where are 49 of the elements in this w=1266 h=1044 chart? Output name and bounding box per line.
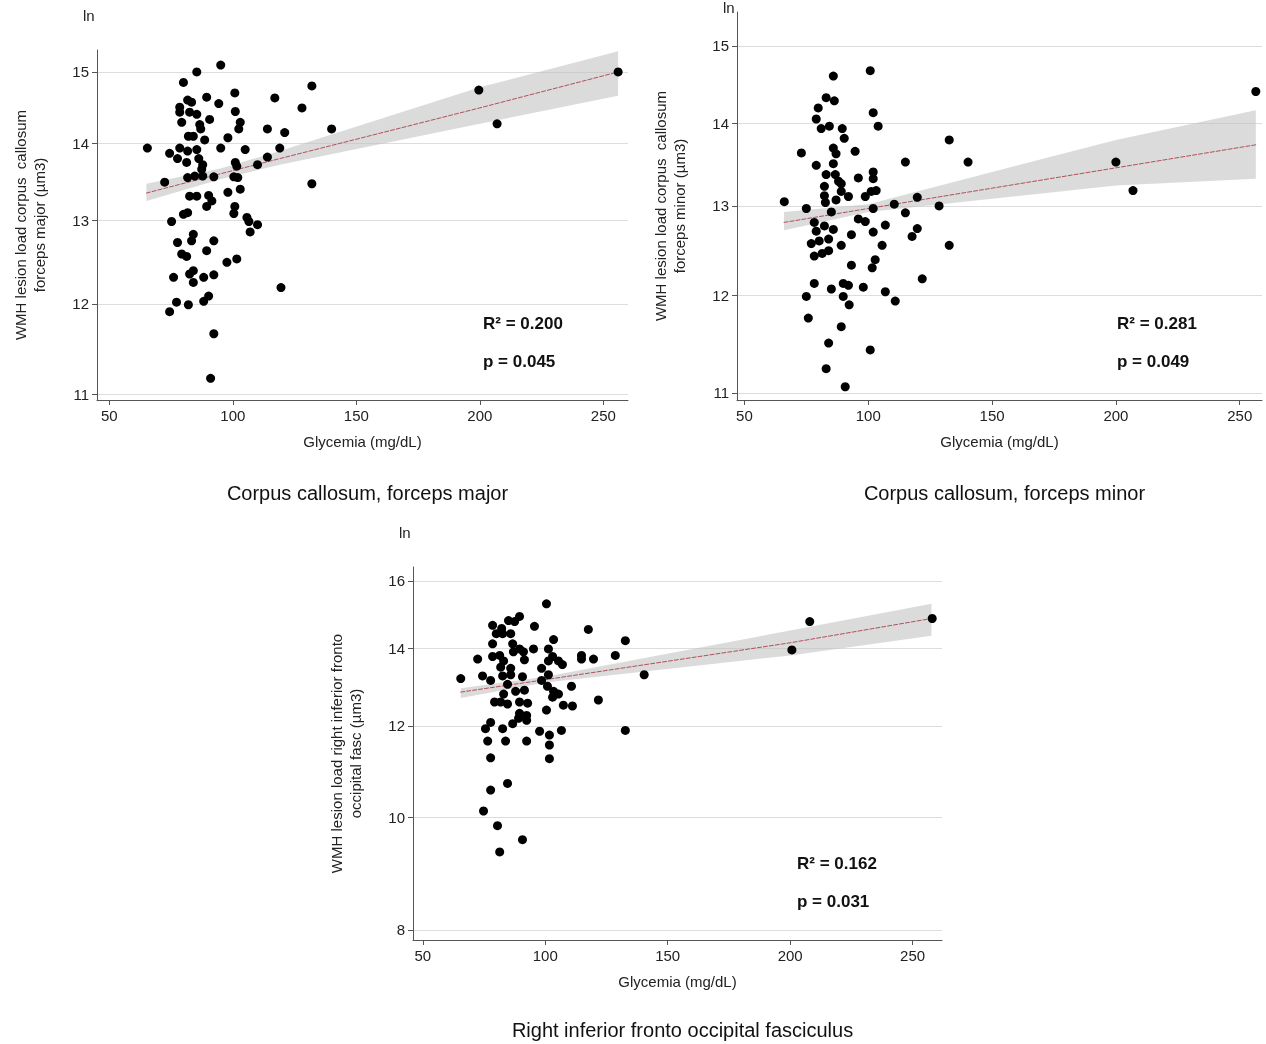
y-tick-label: 11 bbox=[713, 384, 729, 402]
annotation: R² = 0.281 bbox=[1117, 314, 1197, 333]
y-tick-label: 11 bbox=[73, 385, 89, 403]
x-tick-label: 200 bbox=[1103, 407, 1129, 424]
y-tick-label: 12 bbox=[712, 286, 729, 304]
x-tick-label: 50 bbox=[736, 407, 753, 424]
y-axis-title: WMH lesion load corpus callosum forceps minor (µm3) bbox=[652, 90, 688, 322]
line-series bbox=[783, 144, 1257, 223]
x-tick-label: 50 bbox=[101, 407, 118, 424]
x-tick-label: 100 bbox=[855, 407, 881, 424]
y-tick-label: 13 bbox=[72, 212, 89, 230]
y-tick-label: 15 bbox=[712, 37, 729, 55]
annotation: R² = 0.200 bbox=[483, 314, 563, 333]
annotation: R² = 0.162 bbox=[797, 854, 877, 873]
x-tick-label: 200 bbox=[467, 407, 493, 424]
text: ln bbox=[399, 524, 411, 541]
y-tick-label: 16 bbox=[388, 572, 405, 590]
text: Right inferior fronto occipital fasciculus bbox=[511, 1019, 854, 1041]
text: Corpus callosum, forceps minor bbox=[863, 482, 1146, 504]
x-tick-label: 250 bbox=[1227, 407, 1253, 424]
annotation: p = 0.031 bbox=[797, 892, 870, 911]
y-tick-label: 14 bbox=[388, 639, 405, 657]
x-tick-label: 250 bbox=[590, 407, 616, 424]
x-tick-label: 100 bbox=[220, 407, 246, 424]
y-axis-title: WMH lesion load right inferior fronto occipital fasc (µm3) bbox=[328, 633, 364, 874]
y-tick-label: 12 bbox=[72, 295, 89, 313]
y-tick-label: 15 bbox=[72, 63, 89, 81]
y-tick-label: 10 bbox=[388, 809, 405, 827]
x-axis-title: Glycemia (mg/dL) bbox=[303, 433, 422, 450]
x-tick-label: 100 bbox=[532, 947, 558, 964]
x-tick-label: 150 bbox=[979, 407, 1005, 424]
y-tick-label: 14 bbox=[712, 114, 729, 132]
x-tick-label: 250 bbox=[900, 947, 926, 964]
x-tick-label: 150 bbox=[343, 407, 369, 424]
y-tick-label: 13 bbox=[712, 197, 729, 215]
x-axis-title: Glycemia (mg/dL) bbox=[940, 433, 1059, 450]
y-tick-label: 8 bbox=[396, 921, 405, 939]
text: ln bbox=[83, 7, 95, 24]
annotation: p = 0.049 bbox=[1117, 352, 1190, 371]
annotation: p = 0.045 bbox=[483, 352, 556, 371]
x-tick-label: 150 bbox=[655, 947, 681, 964]
text: Corpus callosum, forceps major bbox=[226, 482, 509, 504]
y-axis-title: WMH lesion load corpus callosum forceps major (µm3) bbox=[12, 109, 48, 341]
x-axis-title: Glycemia (mg/dL) bbox=[618, 973, 737, 990]
text: ln bbox=[723, 0, 735, 16]
y-tick-label: 14 bbox=[72, 135, 89, 153]
x-tick-label: 200 bbox=[777, 947, 803, 964]
y-tick-label: 12 bbox=[388, 717, 405, 735]
x-tick-label: 50 bbox=[414, 947, 432, 964]
